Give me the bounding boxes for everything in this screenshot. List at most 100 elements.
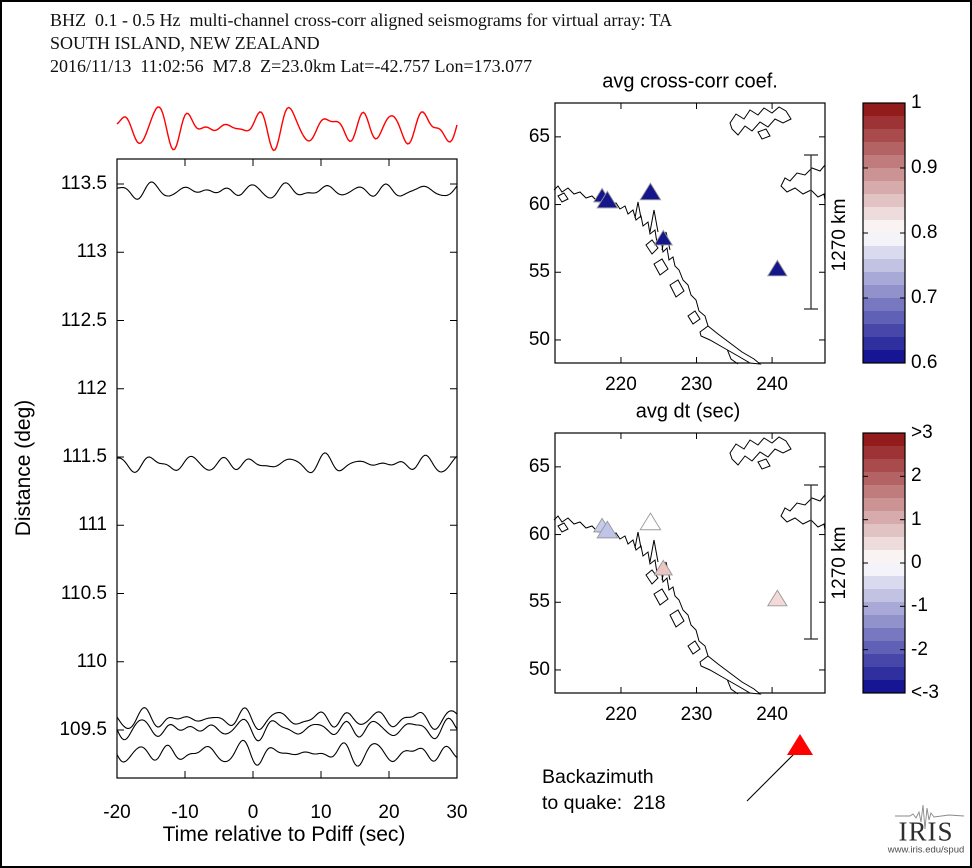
scale-bar-label-dt: 1270 km: [829, 526, 850, 600]
colorbar-band: [863, 472, 905, 486]
colorbar-band: [863, 181, 905, 195]
y-tick-label: 113: [76, 241, 107, 263]
iris-logo-text: IRIS: [898, 816, 954, 847]
seismogram-trace-2: [116, 707, 458, 731]
map-cc-island: [653, 258, 669, 276]
map-lat-label: 50: [528, 328, 550, 350]
map-lat-label: 60: [528, 193, 550, 215]
map-lat-label: 50: [528, 658, 550, 680]
map-cc-station-3: [653, 229, 674, 246]
map-lon-label: 240: [756, 704, 788, 725]
seismogram-frame: [116, 158, 458, 779]
colorbar-band: [863, 589, 905, 603]
map-cc-station-2: [639, 182, 662, 201]
map-dt-island: [557, 522, 569, 533]
stack-trace-red: [116, 106, 458, 152]
colorbar-tick-label: >3: [911, 422, 933, 443]
y-tick-label: 110: [76, 650, 107, 672]
x-axis-label: Time relative to Pdiff (sec): [162, 823, 406, 846]
colorbar-band: [863, 485, 905, 499]
x-tick-label: 30: [446, 802, 468, 823]
map-dt-fjord: [634, 531, 642, 549]
colorbar-band: [863, 220, 905, 234]
colorbar-band: [863, 298, 905, 312]
map-cc-island: [645, 239, 659, 255]
map-lon-label: 230: [680, 374, 713, 395]
x-tick-label: -20: [103, 802, 131, 823]
map-cc-station-4: [766, 259, 788, 277]
colorbar-band: [863, 129, 905, 143]
colorbar-band: [863, 233, 905, 247]
map-dt-frame: [554, 432, 826, 694]
map-cc-group: [553, 102, 826, 365]
backazimuth-label-line1: Backazimuth: [542, 766, 654, 788]
map-dt-station-4: [766, 589, 788, 607]
y-axis-label: Distance (deg): [12, 399, 35, 537]
map-dt-island: [653, 588, 669, 606]
colorbar-band: [863, 563, 905, 577]
map-cc-frame: [554, 102, 826, 364]
colorbar-band: [863, 498, 905, 512]
map-cc-archipelago: [757, 128, 771, 140]
colorbar-tick-label: 0: [911, 552, 922, 573]
colorbar-band: [863, 446, 905, 460]
colorbar-band: [863, 285, 905, 299]
map-lat-label: 55: [528, 591, 550, 613]
map-cc-island: [669, 279, 685, 298]
map-dt-station-2: [639, 512, 662, 531]
seismogram-trace-3: [116, 717, 458, 742]
figure-title-line1: BHZ 0.1 - 0.5 Hz multi-channel cross-cor…: [50, 10, 673, 30]
quake-direction-triangle: [787, 734, 813, 755]
map-cc-title: avg cross-corr coef.: [602, 70, 778, 93]
colorbar-band: [863, 680, 905, 694]
map-dt-title: avg dt (sec): [635, 400, 741, 423]
scale-bar-label-cc: 1270 km: [829, 198, 850, 272]
map-cc-colorbar: [862, 102, 906, 364]
map-dt-fjord: [649, 539, 659, 563]
map-lat-label: 60: [528, 523, 550, 545]
colorbar-tick-label: <-3: [911, 682, 939, 703]
map-dt-island: [669, 609, 685, 628]
colorbar-band: [863, 168, 905, 182]
iris-logo-url: www.iris.edu/spud: [887, 844, 965, 856]
map-cc-fjord: [649, 209, 659, 233]
x-tick-label: 10: [310, 802, 332, 823]
colorbar-band: [863, 116, 905, 130]
colorbar-band: [863, 615, 905, 629]
colorbar-tick-label: 1: [911, 92, 922, 113]
map-dt-coastline: [553, 515, 739, 695]
map-dt-group: [553, 432, 826, 695]
colorbar-band: [863, 103, 905, 117]
colorbar-tick-label: 0.8: [911, 222, 938, 243]
map-dt-station-3: [653, 559, 674, 576]
colorbar-band: [863, 524, 905, 538]
colorbar-band: [863, 459, 905, 473]
map-dt-archipelago: [729, 436, 792, 466]
map-dt-station-1: [596, 520, 619, 539]
map-cc-archipelago: [729, 106, 792, 136]
map-dt-archipelago: [757, 458, 771, 470]
backazimuth-line: [746, 752, 796, 802]
colorbar-band: [863, 667, 905, 681]
colorbar-band: [863, 259, 905, 273]
y-tick-label: 112: [76, 377, 107, 399]
colorbar-tick-label: 0.7: [911, 287, 938, 308]
colorbar-tick-label: 1: [911, 508, 922, 530]
colorbar-tick-label: 2: [911, 465, 922, 487]
map-cc-fjord: [634, 201, 642, 219]
map-cc-coastline: [553, 185, 739, 365]
y-tick-label: 113.5: [60, 173, 107, 194]
colorbar-band: [863, 654, 905, 668]
colorbar-tick-label: -1: [911, 595, 928, 617]
map-dt-island: [699, 655, 762, 695]
x-tick-label: 20: [378, 802, 400, 823]
colorbar-tick-label: -2: [911, 638, 928, 660]
colorbar-band: [863, 576, 905, 590]
map-dt-colorbar: [862, 432, 906, 694]
colorbar-tick-label: 0.9: [911, 157, 938, 178]
seismogram-trace-1: [116, 452, 458, 474]
colorbar-band: [863, 272, 905, 286]
colorbar-band: [863, 207, 905, 221]
colorbar-band: [863, 194, 905, 208]
